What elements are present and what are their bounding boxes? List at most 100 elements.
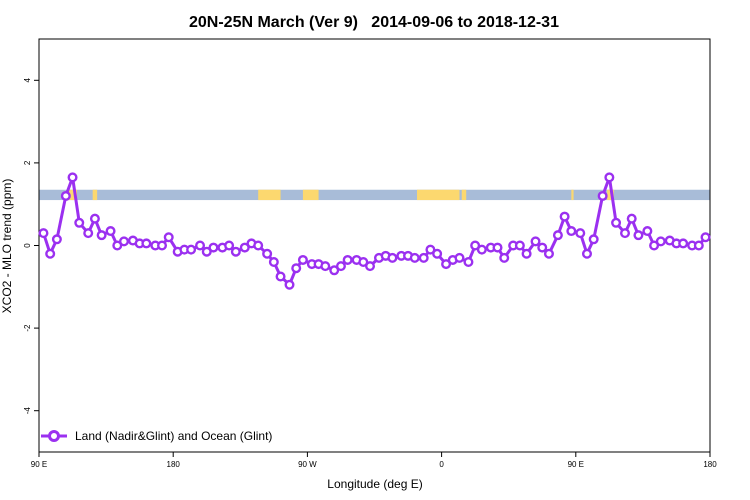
ocean-band xyxy=(39,189,710,201)
data-point xyxy=(239,242,250,253)
data-point xyxy=(655,236,666,247)
land-segment xyxy=(571,189,574,201)
data-point xyxy=(626,213,637,224)
data-point xyxy=(291,263,302,274)
data-point xyxy=(552,230,563,241)
data-point xyxy=(649,240,660,251)
land-segment xyxy=(302,189,319,201)
data-point xyxy=(96,230,107,241)
data-point xyxy=(329,265,340,276)
chart-title: 20N-25N March (Ver 9) 2014-09-06 to 2018… xyxy=(189,14,559,31)
data-point xyxy=(186,244,197,255)
data-point xyxy=(320,261,331,272)
data-point xyxy=(253,240,264,251)
data-point xyxy=(611,217,622,228)
data-point xyxy=(342,254,353,265)
data-point xyxy=(230,246,241,257)
data-point xyxy=(597,190,608,201)
data-point xyxy=(89,213,100,224)
data-point xyxy=(492,242,503,253)
data-point xyxy=(620,228,631,239)
data-point xyxy=(365,261,376,272)
x-tick-label: 0 xyxy=(439,460,444,469)
legend-marker xyxy=(48,430,60,442)
data-point xyxy=(38,228,49,239)
x-tick-label: 90 E xyxy=(31,460,47,469)
data-point xyxy=(575,228,586,239)
x-axis: 90 E 180 90 W 0 90 E 180 xyxy=(31,452,717,469)
data-point xyxy=(463,257,474,268)
data-point xyxy=(358,257,369,268)
y-axis: -4 -2 0 2 4 xyxy=(23,78,39,415)
data-point xyxy=(409,252,420,263)
land-segment xyxy=(461,189,467,201)
data-point xyxy=(537,242,548,253)
data-point xyxy=(67,172,78,183)
data-point xyxy=(633,230,644,241)
data-point xyxy=(335,261,346,272)
x-tick-label: 90 W xyxy=(298,460,317,469)
x-tick-label: 180 xyxy=(703,460,717,469)
data-point xyxy=(112,240,123,251)
data-point xyxy=(543,248,554,259)
x-tick-label: 180 xyxy=(167,460,181,469)
data-point xyxy=(559,211,570,222)
data-point xyxy=(588,234,599,245)
legend: Land (Nadir&Glint) and Ocean (Glint) xyxy=(41,429,272,443)
data-point xyxy=(51,234,62,245)
data-point xyxy=(678,238,689,249)
y-axis-label: XCO2 - MLO trend (ppm) xyxy=(0,179,14,314)
data-point xyxy=(195,240,206,251)
data-point xyxy=(83,228,94,239)
data-point xyxy=(157,240,168,251)
y-tick-label: 0 xyxy=(23,243,32,248)
data-point xyxy=(387,252,398,263)
y-tick-label: -4 xyxy=(23,407,32,415)
data-point xyxy=(297,254,308,265)
data-point xyxy=(604,172,615,183)
land-segment xyxy=(258,189,281,201)
data-point xyxy=(268,257,279,268)
data-point xyxy=(693,240,704,251)
data-point xyxy=(208,242,219,253)
data-point xyxy=(224,240,235,251)
data-point xyxy=(530,236,541,247)
data-point xyxy=(262,248,273,259)
data-point xyxy=(275,271,286,282)
data-point xyxy=(163,232,174,243)
y-tick-label: 4 xyxy=(23,78,32,83)
data-point xyxy=(470,240,481,251)
data-point xyxy=(441,259,452,270)
land-segment xyxy=(68,189,78,201)
data-point xyxy=(642,226,653,237)
data-point xyxy=(118,236,129,247)
x-axis-label: Longitude (deg E) xyxy=(327,477,422,491)
data-point xyxy=(418,252,429,263)
data-point xyxy=(432,248,443,259)
legend-label: Land (Nadir&Glint) and Ocean (Glint) xyxy=(75,429,272,443)
data-point xyxy=(700,232,711,243)
data-point xyxy=(284,279,295,290)
data-point xyxy=(141,238,152,249)
y-tick-label: 2 xyxy=(23,160,32,165)
data-point xyxy=(476,244,487,255)
y-tick-label: -2 xyxy=(23,324,32,332)
data-point xyxy=(499,252,510,263)
series-layer xyxy=(38,172,711,290)
landmask-band xyxy=(39,189,710,201)
data-point xyxy=(514,240,525,251)
land-segment xyxy=(92,189,98,201)
data-point xyxy=(201,246,212,257)
x-tick-label: 90 E xyxy=(568,460,584,469)
data-point xyxy=(60,190,71,201)
data-point xyxy=(425,244,436,255)
data-point xyxy=(45,248,56,259)
data-point xyxy=(105,226,116,237)
data-point xyxy=(74,217,85,228)
data-point xyxy=(454,252,465,263)
data-point xyxy=(581,248,592,259)
data-point xyxy=(566,226,577,237)
data-point xyxy=(521,248,532,259)
land-segment xyxy=(416,189,460,201)
